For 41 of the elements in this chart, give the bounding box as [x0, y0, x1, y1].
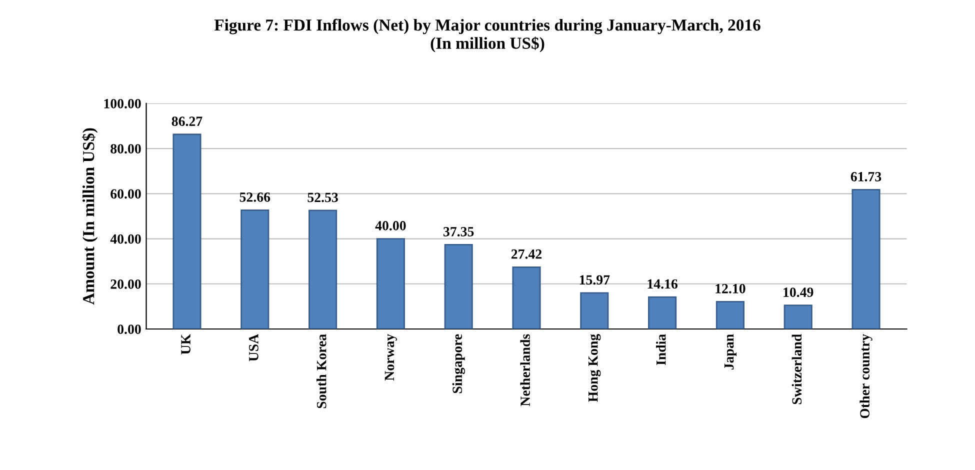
bar [716, 301, 744, 329]
bar [308, 210, 338, 329]
chart-title: Figure 7: FDI Inflows (Net) by Major countries during January-March, 2016 (In million US$) [214, 18, 760, 52]
data-label: 15.97 [580, 275, 610, 285]
bar [580, 292, 609, 329]
data-label: 10.49 [784, 288, 814, 298]
x-tick-label: Norway [384, 334, 397, 381]
y-tick-label: 80.00 [110, 144, 141, 154]
x-tick-label: Other country [860, 334, 872, 418]
data-label: 14.16 [648, 279, 678, 289]
data-label: 61.73 [850, 172, 882, 182]
bar [512, 266, 541, 329]
x-tick-label: Hong Kong [588, 334, 601, 402]
data-label: 37.35 [443, 227, 474, 236]
data-label: 40.00 [375, 221, 406, 230]
y-tick-label: 40.00 [110, 234, 141, 244]
data-label: 52.53 [308, 192, 338, 202]
bar [444, 244, 473, 329]
x-tick-label: Switzerland [792, 334, 802, 404]
bar [648, 296, 677, 329]
data-label: 27.42 [511, 249, 542, 259]
x-tick-label: Singapore [452, 334, 465, 394]
y-tick-label: 20.00 [110, 279, 141, 289]
x-tick-label: Japan [724, 334, 737, 370]
x-tick-label: UK [181, 334, 190, 354]
x-tick-label: India [656, 334, 666, 366]
bar [172, 134, 202, 329]
x-tick-label: Netherlands [520, 334, 530, 406]
data-label: 52.66 [240, 192, 270, 202]
bar [240, 210, 270, 329]
y-axis-title: Amount (In million US$) [82, 128, 98, 305]
x-tick-label: USA [249, 334, 258, 362]
x-tick-label: South Korea [316, 334, 326, 408]
data-label: 86.27 [172, 116, 202, 126]
y-tick-label: 0.00 [118, 324, 141, 334]
bar [376, 238, 405, 329]
bar [784, 304, 812, 329]
y-tick-label: 60.00 [110, 189, 141, 199]
bar [852, 189, 880, 329]
data-label: 12.10 [716, 284, 746, 294]
y-tick-label: 100.00 [104, 98, 141, 108]
